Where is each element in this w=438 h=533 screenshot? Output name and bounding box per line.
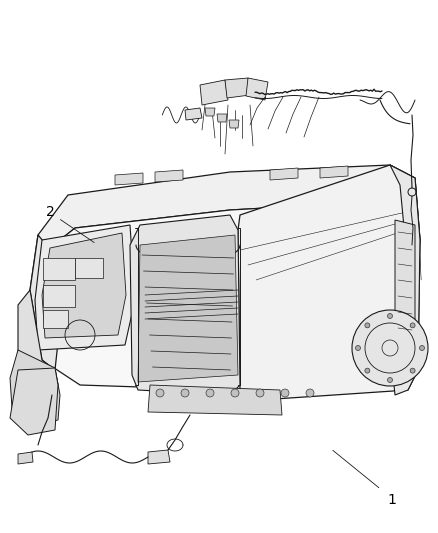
Circle shape bbox=[206, 389, 214, 397]
Polygon shape bbox=[320, 166, 348, 178]
Circle shape bbox=[420, 345, 424, 351]
Circle shape bbox=[365, 323, 370, 328]
Polygon shape bbox=[238, 165, 420, 400]
Circle shape bbox=[388, 377, 392, 383]
Polygon shape bbox=[30, 235, 62, 370]
Circle shape bbox=[352, 310, 428, 386]
Polygon shape bbox=[10, 368, 58, 435]
Polygon shape bbox=[138, 235, 238, 382]
Polygon shape bbox=[229, 120, 239, 128]
Polygon shape bbox=[225, 78, 250, 98]
Polygon shape bbox=[42, 233, 126, 338]
Circle shape bbox=[181, 389, 189, 397]
Polygon shape bbox=[217, 114, 227, 122]
Circle shape bbox=[365, 368, 370, 373]
Polygon shape bbox=[130, 215, 240, 395]
Circle shape bbox=[410, 368, 415, 373]
Polygon shape bbox=[205, 108, 215, 116]
Polygon shape bbox=[270, 168, 298, 180]
Circle shape bbox=[231, 389, 239, 397]
Circle shape bbox=[410, 323, 415, 328]
Polygon shape bbox=[115, 173, 143, 185]
Polygon shape bbox=[30, 178, 420, 390]
Polygon shape bbox=[390, 165, 420, 395]
Polygon shape bbox=[75, 258, 103, 278]
Circle shape bbox=[388, 313, 392, 319]
Polygon shape bbox=[395, 220, 415, 368]
Circle shape bbox=[156, 389, 164, 397]
Polygon shape bbox=[43, 258, 75, 280]
Polygon shape bbox=[10, 350, 60, 425]
Circle shape bbox=[281, 389, 289, 397]
Polygon shape bbox=[155, 170, 183, 182]
Circle shape bbox=[356, 345, 360, 351]
Text: 1: 1 bbox=[388, 493, 396, 507]
Polygon shape bbox=[43, 310, 68, 328]
Text: 2: 2 bbox=[46, 205, 55, 219]
Polygon shape bbox=[43, 285, 75, 307]
Polygon shape bbox=[148, 385, 282, 415]
Polygon shape bbox=[246, 78, 268, 100]
Polygon shape bbox=[200, 80, 228, 105]
Polygon shape bbox=[35, 225, 135, 350]
Polygon shape bbox=[18, 290, 58, 388]
Polygon shape bbox=[18, 452, 33, 464]
Polygon shape bbox=[38, 165, 415, 252]
Circle shape bbox=[256, 389, 264, 397]
Polygon shape bbox=[148, 450, 170, 464]
Polygon shape bbox=[185, 108, 202, 120]
Circle shape bbox=[306, 389, 314, 397]
